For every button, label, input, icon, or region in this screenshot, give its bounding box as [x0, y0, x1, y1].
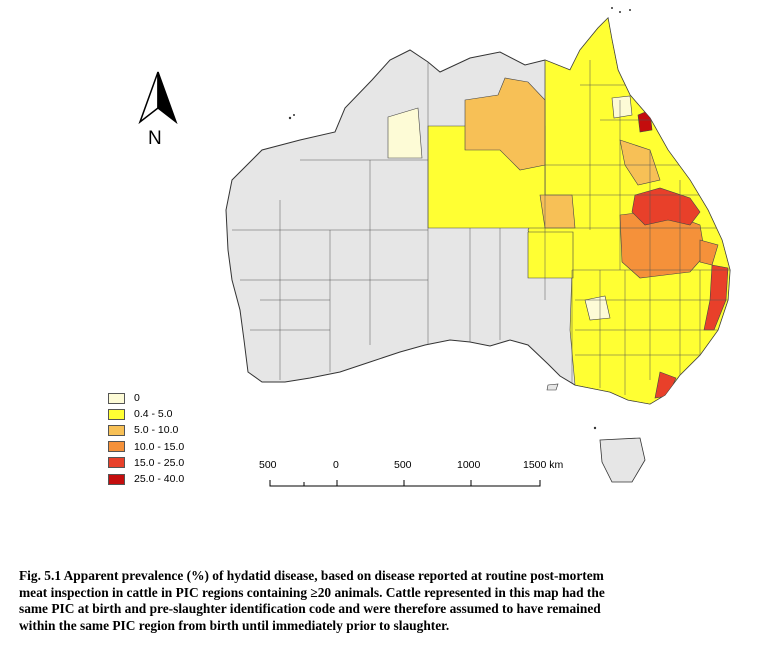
legend-item: 10.0 - 15.0 [108, 439, 184, 455]
legend-swatch [108, 457, 125, 469]
region-nsw-cream [584, 295, 611, 321]
north-arrow-icon [138, 71, 178, 125]
legend-swatch [108, 424, 125, 436]
legend: 0 0.4 - 5.0 5.0 - 10.0 10.0 - 15.0 15.0 … [108, 390, 184, 487]
legend-item: 25.0 - 40.0 [108, 471, 184, 487]
scale-label: 0 [333, 459, 339, 471]
region-boundaries [232, 40, 730, 395]
caption-line: meat inspection in cattle in PIC regions… [19, 584, 605, 600]
north-label: N [148, 128, 162, 149]
region-wa-cream [387, 107, 423, 159]
island-dot [288, 116, 292, 120]
scale-label: 500 [259, 459, 277, 471]
scale-bar [269, 480, 541, 487]
island-dot [293, 114, 295, 116]
map-canvas [138, 7, 731, 487]
legend-swatch [108, 473, 125, 485]
scale-label: 500 [394, 459, 412, 471]
legend-swatch [108, 408, 125, 420]
caption-line: same PIC at birth and pre-slaughter iden… [19, 601, 601, 617]
legend-label: 5.0 - 10.0 [134, 424, 179, 437]
tasmania [599, 437, 646, 483]
legend-label: 10.0 - 15.0 [134, 440, 185, 453]
legend-item: 5.0 - 10.0 [108, 422, 184, 438]
kangaroo-island [546, 383, 559, 391]
legend-item: 15.0 - 25.0 [108, 455, 184, 471]
caption-line: within the same PIC region from birth un… [19, 617, 450, 633]
caption-line: Fig. 5.1 Apparent prevalence (%) of hyda… [19, 568, 604, 583]
region-qld-red [631, 187, 701, 226]
island-dot [611, 7, 613, 9]
region-sa-yellow [527, 231, 574, 279]
region-coast-orange [699, 239, 719, 266]
region-qld-cream [611, 95, 633, 119]
legend-swatch [108, 392, 125, 404]
figure-caption: Fig. 5.1 Apparent prevalence (%) of hyda… [19, 568, 749, 634]
legend-label: 0.4 - 5.0 [134, 408, 173, 421]
legend-label: 0 [134, 392, 140, 405]
legend-label: 15.0 - 25.0 [134, 456, 185, 469]
legend-label: 25.0 - 40.0 [134, 473, 185, 486]
map-figure: N 0 0.4 - 5.0 5.0 - 10.0 10.0 - 15.0 15.… [108, 7, 731, 487]
island-dot [619, 11, 621, 13]
legend-item: 0.4 - 5.0 [108, 406, 184, 422]
legend-item: 0 [108, 390, 184, 406]
scale-label: 1000 [457, 459, 481, 471]
island-dot [629, 9, 631, 11]
island-dot [593, 426, 597, 430]
scale-label: 1500 km [523, 459, 564, 471]
legend-swatch [108, 441, 125, 453]
